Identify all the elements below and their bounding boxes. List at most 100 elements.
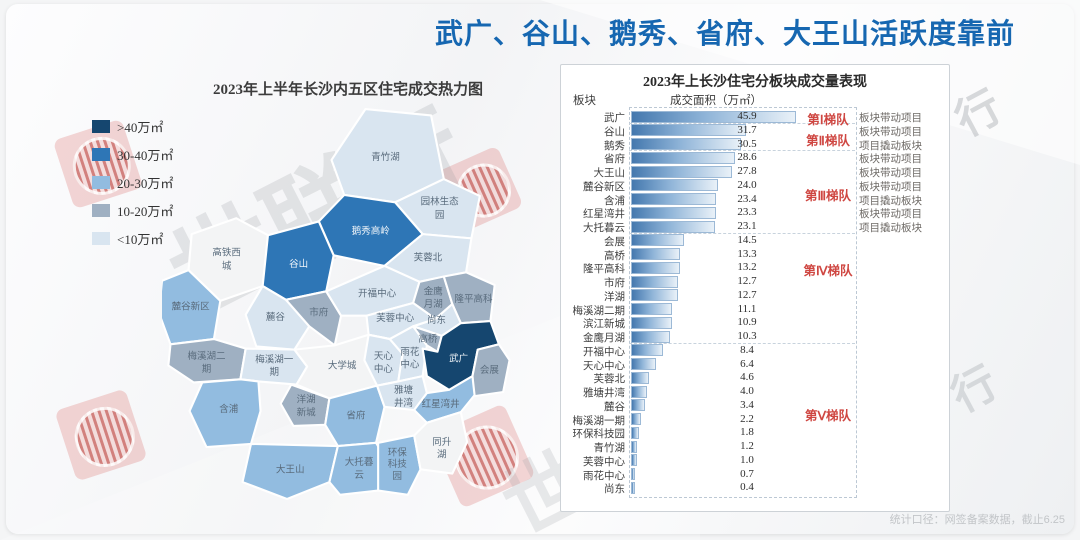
volume-value: 4.6 [740, 371, 754, 384]
board-label: 谷山 [604, 126, 625, 138]
board-label: 含浦 [604, 195, 625, 207]
tier-label: 第Ⅳ梯队 [803, 264, 853, 279]
board-label: 鹅秀 [604, 140, 625, 152]
map-region-label: 红星湾井 [422, 398, 460, 410]
volume-value: 45.9 [737, 110, 757, 122]
tier-separator [629, 150, 855, 152]
legend-label: 20-30万㎡ [117, 175, 174, 191]
map-region-label: 期 [202, 364, 212, 375]
volume-value: 4.0 [740, 385, 754, 397]
board-label: 雅塘井湾 [583, 388, 625, 399]
volume-value: 30.5 [737, 137, 757, 150]
board-label: 梅溪湖二期 [572, 305, 626, 317]
tier-label: 第Ⅲ梯队 [804, 188, 852, 203]
map-region-label: 雨花 [400, 346, 420, 358]
volume-chart-title: 2023年上长沙住宅分板块成交量表现 [643, 75, 867, 90]
volume-value: 1.0 [740, 453, 754, 466]
driver-note: 板块带动项目 [859, 126, 922, 138]
volume-bar [631, 248, 681, 260]
volume-bar [631, 440, 638, 453]
driver-note: 项目撬动板块 [859, 195, 922, 207]
volume-bar [631, 303, 673, 315]
volume-bar [631, 399, 646, 412]
driver-note: 板块带动项目 [859, 181, 922, 193]
volume-value: 10.3 [737, 330, 757, 342]
volume-bar [631, 358, 656, 370]
volume-bar [631, 179, 719, 192]
volume-value: 2.2 [740, 412, 754, 425]
map-region-label: 麓谷 [266, 311, 286, 323]
legend-label: 10-20万㎡ [117, 203, 174, 219]
board-label: 尚东 [604, 484, 625, 496]
footer-note: 统计口径：网签备案数据，截止6.25 [889, 514, 1065, 526]
volume-bar [631, 316, 672, 329]
board-label: 麓谷 [604, 401, 625, 413]
board-label: 开福中心 [583, 346, 625, 358]
map-region-label: 金鹰 [424, 286, 444, 298]
volume-bar [631, 110, 796, 123]
board-label: 芙蓉北 [593, 374, 626, 386]
map-region-label: 梅溪湖二 [187, 350, 225, 362]
volume-value: 28.6 [737, 151, 757, 164]
volume-value: 23.3 [737, 206, 757, 219]
map-region [279, 383, 331, 427]
board-label: 红星湾井 [583, 209, 625, 221]
volume-bar [631, 165, 732, 178]
legend-swatch [92, 231, 110, 245]
board-label: 环保科技园 [572, 429, 626, 441]
volume-value: 1.8 [740, 426, 754, 439]
volume-value: 0.4 [740, 481, 754, 494]
board-label: 梅溪湖一期 [572, 415, 626, 427]
map-region-label: 芙蓉北 [414, 252, 443, 264]
map-region-label: 梅溪湖一 [255, 353, 294, 365]
map-region-label: 尚东 [427, 314, 446, 326]
map-region-label: 鹅秀高岭 [352, 225, 391, 237]
board-label: 高桥 [604, 250, 625, 262]
volume-value: 14.5 [737, 233, 757, 246]
logo-emblem-icon [67, 399, 143, 475]
volume-value: 12.7 [737, 275, 757, 287]
driver-note: 板块带动项目 [859, 209, 922, 221]
volume-bar [631, 481, 635, 494]
volume-bar [631, 344, 663, 357]
volume-value: 23.1 [737, 220, 757, 232]
map-region [284, 290, 343, 347]
legend-item: 10-20万㎡ [92, 196, 173, 224]
board-label: 大王山 [593, 168, 626, 179]
volume-bar [631, 193, 717, 205]
map-region [413, 411, 469, 475]
map-region-label: 中心 [400, 359, 420, 371]
volume-value: 10.9 [737, 316, 757, 329]
legend-label: >40万㎡ [117, 119, 164, 135]
map-region-label: 隆平高科 [454, 293, 493, 305]
map-region [188, 378, 262, 449]
volume-value: 27.8 [737, 165, 757, 177]
legend-item: >40万㎡ [92, 112, 173, 140]
driver-note: 板块带动项目 [859, 154, 922, 166]
volume-bar [631, 454, 637, 467]
map-region-label: 高桥 [418, 333, 438, 345]
map-region-label: 环保 [388, 447, 408, 459]
volume-bar [631, 261, 680, 274]
map-region-label: 湖 [437, 450, 447, 461]
map-region-label: 科技 [388, 458, 408, 470]
page-title: 武广、谷山、鹅秀、省府、大王山活跃度靠前 [434, 19, 1015, 50]
heatmap-title: 2023年上半年长沙内五区住宅成交热力图 [212, 82, 483, 98]
map-region-label: 麓谷新区 [172, 300, 211, 312]
map-region-label: 大托暮 [345, 456, 374, 468]
map-region-label: 市府 [309, 307, 329, 319]
tier-label: 第Ⅰ梯队 [807, 112, 849, 127]
map-region [377, 434, 422, 496]
board-label: 芙蓉中心 [583, 456, 625, 468]
volume-value: 0.7 [740, 467, 754, 480]
volume-bar [631, 151, 735, 164]
board-label: 隆平高科 [583, 264, 625, 276]
map-region-label: 谷山 [289, 259, 308, 270]
board-label: 金鹰月湖 [583, 333, 625, 344]
volume-value: 3.4 [740, 398, 754, 411]
tier-label: 第Ⅴ梯队 [804, 408, 852, 423]
tier-separator [629, 342, 855, 344]
volume-value: 23.4 [737, 192, 757, 205]
board-label: 雨花中心 [583, 470, 625, 482]
